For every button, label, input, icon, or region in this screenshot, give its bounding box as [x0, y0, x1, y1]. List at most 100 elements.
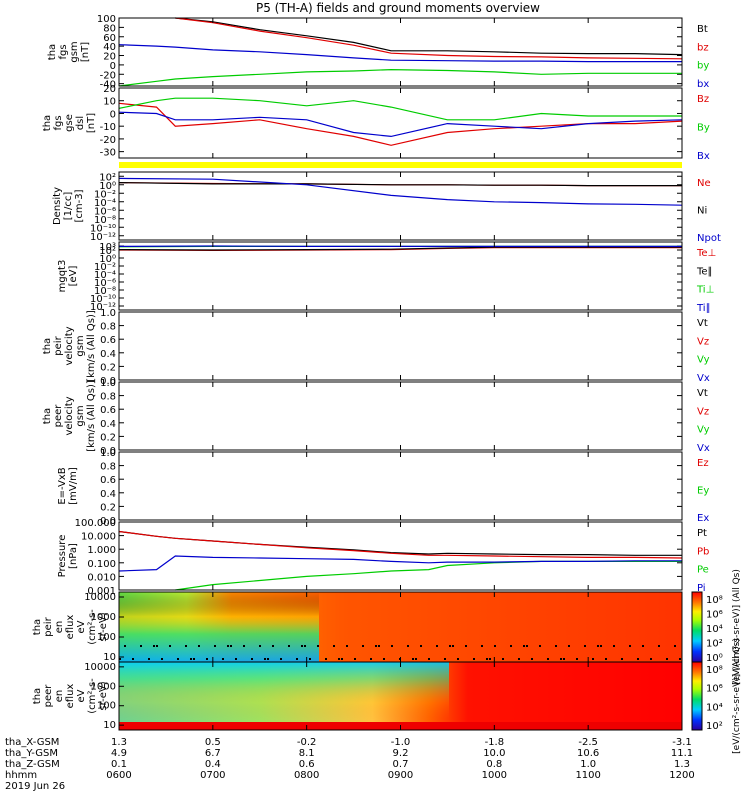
y-tick-label: 10: [103, 652, 116, 663]
spectrogram-dot: [674, 645, 676, 647]
spectrogram-dot: [531, 658, 533, 660]
spectrogram-dot: [243, 645, 245, 647]
y-tick-label: 10³: [99, 242, 116, 253]
spectrogram-dot: [124, 645, 126, 647]
y-tick-label: 10⁻¹⁰: [90, 294, 116, 305]
panel-frame: [118, 521, 683, 591]
y-tick-label: 10⁻¹²: [90, 232, 116, 243]
spectrogram-overlay: [119, 592, 319, 662]
legend-label: Pe: [697, 565, 709, 576]
y-tick-label: 100: [97, 701, 116, 712]
spectrogram-dot: [259, 645, 261, 647]
y-tick-label: 0: [110, 109, 116, 120]
spectrogram-dot: [198, 645, 200, 647]
series-line-Te∥: [118, 246, 682, 251]
y-tick-label: 0: [110, 61, 116, 72]
spectrogram-dot: [650, 658, 652, 660]
spectrogram-dot: [576, 658, 578, 660]
panel-5: 1.0 0.8 0.6 0.4 0.2 0.0 Vt Vz Vy Vx tha peir velocit…: [42, 308, 710, 387]
spectrogram-dot: [629, 645, 631, 647]
y-axis-label: [mV/m]: [68, 467, 79, 505]
series-line-Pb: [118, 530, 683, 559]
series-line-by: [118, 68, 682, 87]
y-tick-label: 100.000: [75, 518, 116, 529]
spectrogram-dot: [539, 645, 541, 647]
plot-title: P5 (TH-A) fields and ground moments over…: [256, 1, 540, 15]
series-line-Pe: [175, 560, 682, 591]
x-axis-tick-label: 1100: [575, 770, 600, 781]
x-axis-row-label: tha_X-GSM: [5, 737, 59, 748]
y-tick-label: 10: [103, 720, 116, 731]
y-axis-label: sr-eV): [98, 612, 109, 641]
legend-label: Ne: [697, 178, 711, 189]
spectrogram-dot: [391, 645, 393, 647]
y-axis-label: (cm²-s-: [87, 678, 98, 714]
y-axis-label: tha: [42, 338, 53, 354]
x-axis-tick-label: 0.6: [299, 759, 315, 770]
series-line-Ni: [118, 182, 682, 187]
spectrogram-dot: [267, 658, 269, 660]
legend-label: Vz: [697, 406, 709, 417]
y-axis-label: fgs: [58, 44, 69, 59]
x-axis-tick-label: 10.6: [577, 748, 599, 759]
y-tick-label: 10⁻⁶: [94, 206, 116, 217]
legend-label: Ni: [697, 206, 707, 217]
legend-label: bz: [697, 42, 709, 53]
spectrogram-dot: [568, 645, 570, 647]
legend-label: Bx: [697, 151, 710, 162]
spectrogram-dot: [679, 658, 681, 660]
y-axis-label: (cm²-s-: [87, 609, 98, 645]
spectrogram-dot: [465, 645, 467, 647]
y-axis-label: [km/s (All Qs)]: [86, 310, 97, 382]
y-tick-label: 10: [103, 97, 116, 108]
legend-label: bx: [697, 79, 709, 90]
spectrogram-dot: [637, 658, 639, 660]
y-axis-label: tha: [47, 44, 58, 60]
y-axis-label: peir: [43, 616, 54, 636]
x-axis-tick-label: 0600: [106, 770, 131, 781]
y-tick-label: 0.0: [100, 376, 116, 387]
y-tick-label: 10000: [84, 662, 116, 673]
legend-label: Vy: [697, 355, 710, 366]
colorbar-label: [eV/(cm²-s-sr-eV)] (All Qs): [732, 638, 742, 754]
y-tick-label: 1.0: [100, 448, 116, 459]
x-axis-group: tha_X-GSM 1.3 0.5 -0.2 -1.0 -1.8 -2.5 -3.1 tha_Y…: [5, 737, 695, 792]
spectrogram-dot: [227, 645, 229, 647]
spectrogram-dot: [473, 658, 475, 660]
spectrogram-dot: [317, 645, 319, 647]
panel-frame: [118, 241, 683, 311]
spectrogram-dot: [251, 658, 253, 660]
x-axis-tick-label: 11.1: [671, 748, 693, 759]
spectrogram-dot: [592, 658, 594, 660]
legend-label: Vx: [697, 373, 710, 384]
legend-label: Te⊥: [696, 248, 716, 259]
spectrogram-dot: [346, 645, 348, 647]
spectrogram-overlay: [119, 662, 449, 730]
y-axis-label: Density: [52, 187, 63, 225]
y-axis-label: [nPa]: [68, 543, 79, 569]
colorbar-tick-label: 10²: [706, 639, 723, 650]
spectrogram-dot: [415, 658, 417, 660]
spectrogram-dot: [190, 658, 192, 660]
y-tick-label: 10⁰: [99, 254, 116, 265]
y-axis-label: [eV]: [68, 266, 79, 287]
spectrogram-dot: [333, 645, 335, 647]
y-axis-label: eV: [76, 689, 87, 702]
spectrogram-dot: [444, 658, 446, 660]
spectrogram-dot: [597, 645, 599, 647]
spectrogram-dot: [185, 645, 187, 647]
spectrogram-dot: [560, 658, 562, 660]
spectrogram-dot: [600, 645, 602, 647]
spectrogram-dot: [325, 658, 327, 660]
x-axis-tick-label: 0900: [388, 770, 413, 781]
y-axis-label: en: [54, 690, 65, 703]
y-axis-label: [1/cc]: [63, 192, 74, 221]
panel-7: 1.0 0.8 0.6 0.4 0.2 0.0 Ez Ey Ex E=-VxB [mV/m]: [57, 448, 709, 527]
y-tick-label: 1.0: [100, 308, 116, 319]
legend-label: Ez: [697, 458, 709, 469]
spectrogram-dot: [341, 658, 343, 660]
spectrogram-dot: [666, 658, 668, 660]
